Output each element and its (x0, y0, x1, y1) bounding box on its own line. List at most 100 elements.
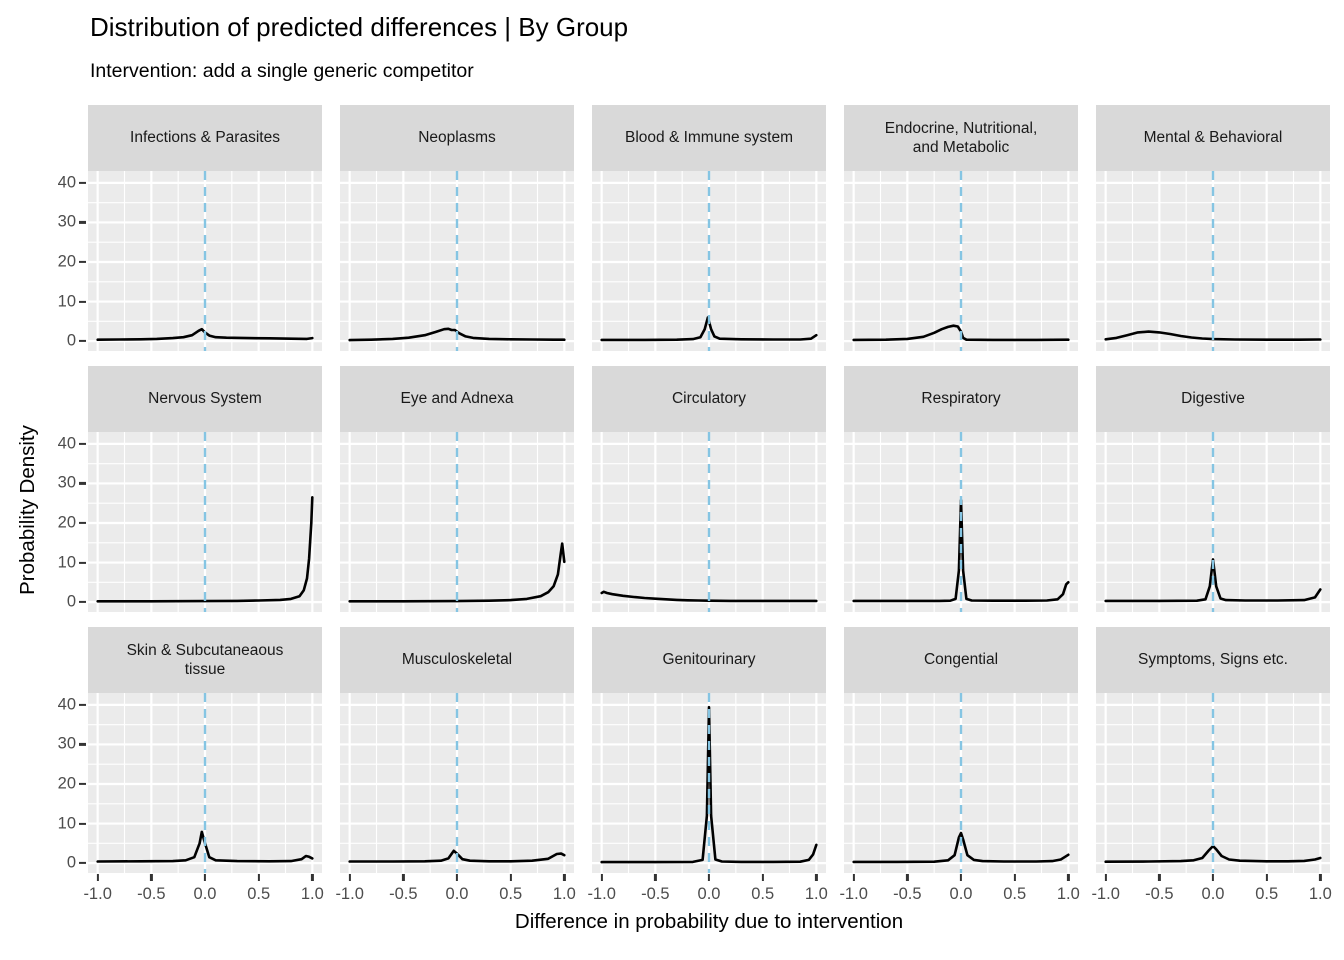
facet-plot-area (340, 171, 574, 351)
density-curve (348, 542, 566, 603)
facet-strip-label: Respiratory (921, 390, 1001, 408)
y-tick-mark (79, 561, 86, 564)
x-tick-label: 0.0 (697, 885, 721, 903)
y-tick-label: 20 (57, 252, 76, 271)
facet-strip-label: Digestive (1181, 390, 1245, 408)
facet-strip-label: Genitourinary (662, 651, 756, 669)
y-tick-label: 0 (66, 853, 76, 872)
x-tick-label: 1.0 (300, 885, 324, 903)
x-tick-label: 0.0 (193, 885, 217, 903)
y-tick-label: 20 (57, 513, 76, 532)
x-tick-mark (1158, 874, 1161, 881)
x-tick-label: 1.0 (804, 885, 828, 903)
y-tick-label: 40 (57, 173, 76, 192)
y-tick-mark (79, 300, 86, 303)
x-tick-mark (96, 874, 99, 881)
facet-plot-area (592, 171, 826, 351)
facet-panel-row: 0 10 20 30 40 -1.0 -0.5 0.0 0.5 1.0 -1.0 -0.5 0.0 0.5… (58, 693, 1332, 903)
facet-strip-label: Congential (923, 651, 999, 669)
x-tick-label: 0.0 (949, 885, 973, 903)
facet-plot-area (88, 432, 322, 612)
y-tick-mark (79, 442, 86, 445)
y-axis-title: Probability Density (16, 425, 39, 595)
x-tick-label: -1.0 (83, 885, 112, 903)
facet-plot-area (340, 693, 574, 873)
facet-strip-row: Infections & Parasites Neoplasms Blood & I… (88, 105, 1330, 171)
density-curve (1104, 330, 1322, 341)
x-tick-mark (1067, 874, 1070, 881)
y-tick-label: 40 (57, 695, 76, 714)
facet-strip: Genitourinary (592, 627, 826, 693)
x-tick-mark (311, 874, 314, 881)
y-tick-label: 30 (57, 734, 76, 753)
y-tick-label: 0 (66, 592, 76, 611)
facet-strip-label: Neoplasms (418, 129, 496, 147)
facet-grid: Infections & Parasites Neoplasms Blood & I… (58, 105, 1332, 903)
facet-strip: Circulatory (592, 366, 826, 432)
facet-plot-area (592, 693, 826, 873)
x-tick-mark (761, 874, 764, 881)
density-curve (600, 705, 818, 864)
density-curve (600, 316, 818, 342)
x-tick-mark (1319, 874, 1322, 881)
x-tick-label: -0.5 (137, 885, 166, 903)
x-tick-label: 0.5 (1255, 885, 1279, 903)
facet-strip: Congential (844, 627, 1078, 693)
y-tick-label: 10 (57, 292, 76, 311)
x-tick-mark (509, 874, 512, 881)
y-tick-label: 20 (57, 774, 76, 793)
y-tick-mark (79, 340, 86, 343)
y-tick-label: 10 (57, 814, 76, 833)
x-tick-label: -0.5 (893, 885, 922, 903)
y-tick-mark (79, 601, 86, 604)
x-tick-label: 0.0 (445, 885, 469, 903)
facet-strip-label: Symptoms, Signs etc. (1138, 651, 1288, 669)
x-tick-label: 0.5 (499, 885, 523, 903)
facet-strip: Musculoskeletal (340, 627, 574, 693)
facet-panel: 0 10 20 30 40 -1.0 -0.5 0.0 0.5 1.0 (58, 693, 324, 903)
y-tick-mark (79, 221, 86, 224)
x-tick-mark (402, 874, 405, 881)
x-tick-mark (815, 874, 818, 881)
x-tick-mark (203, 874, 207, 881)
facet-strip-row: Nervous System Eye and Adnexa Circulatory R… (88, 366, 1330, 432)
facet-panel (592, 171, 826, 351)
facet-strip: Symptoms, Signs etc. (1096, 627, 1330, 693)
density-curve (348, 327, 566, 342)
facet-strip: Digestive (1096, 366, 1330, 432)
facet-strip-label: Endocrine, Nutritional, and Metabolic (884, 119, 1038, 156)
facet-panel: -1.0 -0.5 0.0 0.5 1.0 (587, 693, 828, 903)
facet-panel (340, 432, 574, 612)
x-tick-mark (1265, 874, 1268, 881)
facet-strip-label: Musculoskeletal (401, 651, 513, 669)
density-curve (852, 831, 1070, 864)
y-tick-mark (79, 521, 86, 525)
density-curve (96, 830, 314, 863)
facet-strip-label: Skin & Subcutaneaous tissue (126, 641, 284, 678)
facet-plot-area (592, 432, 826, 612)
facet-panel-row: 0 10 20 30 40 (58, 171, 1330, 351)
x-tick-mark (654, 874, 657, 881)
x-tick-label: 0.5 (247, 885, 271, 903)
density-curve (600, 590, 818, 603)
x-tick-label: -0.5 (1145, 885, 1174, 903)
facet-plot-area (88, 171, 322, 351)
x-tick-label: 0.5 (1003, 885, 1027, 903)
facet-plot-area (1096, 432, 1330, 612)
x-tick-label: -0.5 (389, 885, 418, 903)
facet-strip: Mental & Behavioral (1096, 105, 1330, 171)
x-tick-label: 0.0 (1201, 885, 1225, 903)
density-curve (852, 498, 1070, 603)
x-axis-title: Difference in probability due to interve… (514, 910, 904, 933)
y-tick-label: 10 (57, 553, 76, 572)
facet-panel: 0 10 20 30 40 (58, 432, 322, 612)
facet-plot-area (340, 432, 574, 612)
y-tick-label: 40 (57, 434, 76, 453)
facet-strip-label: Nervous System (148, 390, 262, 408)
density-curve (1104, 558, 1322, 603)
density-curve (852, 324, 1070, 342)
x-tick-label: 1.0 (552, 885, 576, 903)
facet-plot-area (844, 432, 1078, 612)
y-tick-mark (79, 181, 86, 184)
